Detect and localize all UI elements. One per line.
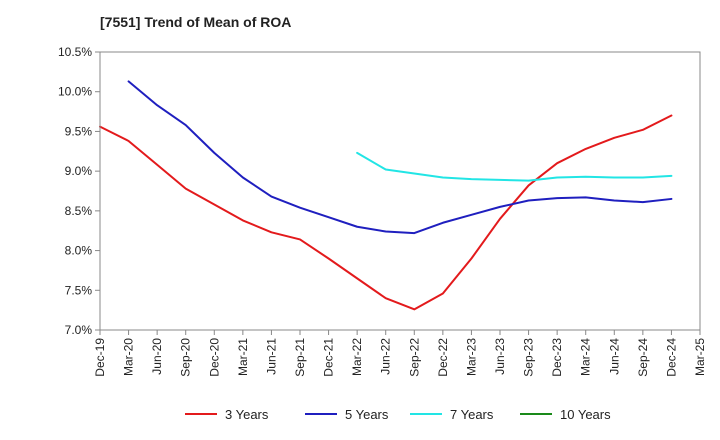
series-line-3-years (99, 114, 673, 311)
y-tick-label: 10.5% (58, 45, 92, 59)
legend-label-3-years: 3 Years (225, 407, 269, 422)
x-tick-label: Jun-24 (607, 338, 621, 375)
y-tick-label: 9.0% (65, 164, 93, 178)
x-tick-label: Sep-22 (407, 338, 421, 377)
x-tick-label: Mar-22 (350, 338, 364, 376)
y-tick-label: 9.5% (65, 124, 93, 138)
y-tick-label: 7.0% (65, 323, 93, 337)
legend-label-5-years: 5 Years (345, 407, 389, 422)
y-tick-label: 8.0% (65, 244, 93, 258)
x-tick-label: Jun-22 (379, 338, 393, 375)
series-lines (99, 80, 673, 311)
x-tick-label: Mar-24 (579, 338, 593, 376)
x-axis-ticks: Dec-19 Mar-20 Jun-20 Sep-20 Dec-20 Mar-21 Jun-… (93, 330, 707, 377)
y-tick-label: 10.0% (58, 85, 92, 99)
x-tick-label: Jun-20 (150, 338, 164, 375)
x-tick-label: Dec-22 (436, 338, 450, 377)
x-tick-label: Sep-23 (522, 338, 536, 377)
series-line-5-years (127, 80, 673, 235)
x-tick-label: Mar-25 (693, 338, 707, 376)
x-tick-label: Sep-24 (636, 338, 650, 377)
x-tick-label: Mar-23 (464, 338, 478, 376)
plot-frame (99, 51, 701, 331)
x-tick-label: Jun-21 (264, 338, 278, 375)
x-tick-label: Sep-21 (293, 338, 307, 377)
x-tick-label: Dec-24 (664, 338, 678, 377)
x-tick-label: Dec-19 (93, 338, 107, 377)
x-tick-label: Sep-20 (179, 338, 193, 377)
y-axis-ticks: 7.0% 7.5% 8.0% 8.5% 9.0% 9.5% 10.0% 10.5% (58, 45, 100, 337)
legend-label-7-years: 7 Years (450, 407, 494, 422)
series-line-7-years (356, 151, 673, 182)
y-tick-label: 7.5% (65, 283, 93, 297)
x-tick-label: Mar-21 (236, 338, 250, 376)
legend-label-10-years: 10 Years (560, 407, 611, 422)
x-tick-label: Dec-23 (550, 338, 564, 377)
x-tick-label: Dec-21 (322, 338, 336, 377)
legend: 3 Years 5 Years 7 Years 10 Years (185, 407, 611, 422)
y-tick-label: 8.5% (65, 204, 93, 218)
x-tick-label: Dec-20 (207, 338, 221, 377)
x-tick-label: Jun-23 (493, 338, 507, 375)
chart-title: [7551] Trend of Mean of ROA (100, 14, 291, 30)
x-tick-label: Mar-20 (122, 338, 136, 376)
